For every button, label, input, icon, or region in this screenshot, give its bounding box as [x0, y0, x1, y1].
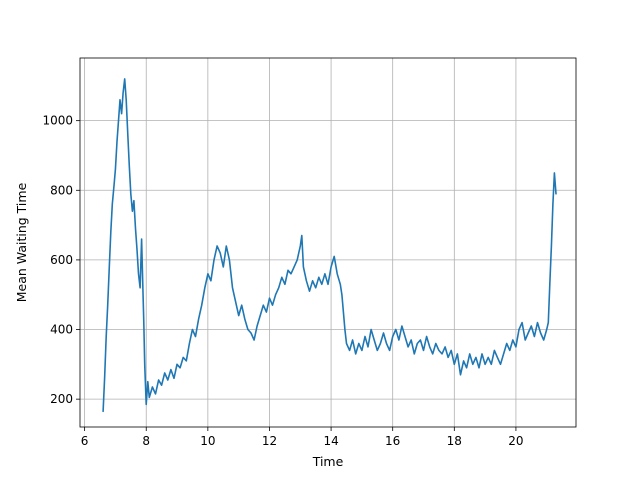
y-tick-label: 200 [50, 392, 73, 406]
y-axis-label: Mean Waiting Time [14, 182, 29, 302]
x-tick-label: 12 [262, 434, 277, 448]
x-axis-label: Time [312, 454, 344, 469]
x-tick-label: 20 [508, 434, 523, 448]
series-layer [102, 78, 557, 413]
y-tick-label: 600 [50, 253, 73, 267]
y-tick-label: 400 [50, 323, 73, 337]
plot-frame [79, 57, 577, 428]
x-tick-label: 6 [81, 434, 89, 448]
y-axis: 200 400 600 800 1000 [42, 114, 80, 406]
x-tick-label: 14 [323, 434, 338, 448]
y-tick-label: 800 [50, 183, 73, 197]
x-tick-label: 10 [200, 434, 215, 448]
grid-lines [80, 58, 576, 427]
x-tick-label: 18 [447, 434, 462, 448]
x-tick-label: 16 [385, 434, 400, 448]
x-axis: 6 8 10 12 14 16 18 20 [81, 427, 524, 448]
x-tick-label: 8 [142, 434, 150, 448]
y-tick-label: 1000 [42, 114, 73, 128]
series-line [102, 78, 557, 413]
plot-area [80, 58, 576, 427]
